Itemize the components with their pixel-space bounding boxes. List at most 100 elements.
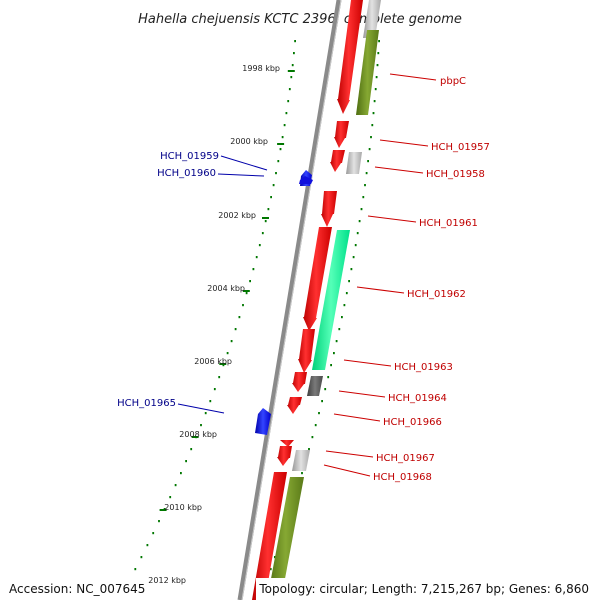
ruler-dot bbox=[152, 532, 155, 535]
leader-HCH_01958 bbox=[374, 166, 424, 174]
feature-dark-HCH_01964[interactable] bbox=[307, 376, 323, 396]
gene-HCH_01964[interactable] bbox=[292, 372, 307, 392]
ruler-dot-outer bbox=[345, 292, 348, 295]
ruler-dot-outer bbox=[352, 256, 355, 259]
gene-HCH_01966[interactable] bbox=[287, 397, 302, 414]
ruler-dot bbox=[258, 244, 261, 247]
scale-ruler bbox=[121, 40, 380, 595]
ruler-dot bbox=[261, 232, 264, 235]
label-HCH_01968[interactable]: HCH_01968 bbox=[373, 472, 432, 483]
gene-HCH_01960[interactable] bbox=[299, 176, 313, 184]
genome-backbone bbox=[237, 0, 342, 600]
ruler-dot-outer bbox=[358, 220, 361, 223]
tick-label-2004: 2004 kbp bbox=[207, 284, 245, 293]
map-title: Hahella chejuensis KCTC 2396, complete g… bbox=[138, 12, 462, 27]
ruler-dot bbox=[294, 40, 296, 43]
gene-pbpC[interactable] bbox=[337, 0, 363, 114]
gene-HCH_01968[interactable] bbox=[252, 472, 287, 600]
ruler-dot bbox=[238, 316, 241, 319]
ruler-dot bbox=[287, 100, 290, 103]
ruler-dot-outer bbox=[356, 232, 359, 235]
gene-HCH_01958[interactable] bbox=[330, 150, 345, 172]
tick-label-2012: 2012 kbp bbox=[148, 576, 186, 585]
ruler-dot-outer bbox=[367, 160, 369, 163]
gene-HCH_01965[interactable] bbox=[255, 408, 271, 435]
gene-HCH_01961[interactable] bbox=[321, 191, 337, 227]
feature-grey-HCH_01967[interactable] bbox=[292, 450, 310, 471]
feature-olive-top[interactable] bbox=[356, 30, 379, 115]
ruler-major-tick bbox=[219, 363, 227, 365]
feature-grey-HCH_01958[interactable] bbox=[346, 152, 362, 174]
ruler-dot bbox=[272, 184, 275, 187]
ruler-dot bbox=[267, 208, 270, 211]
ruler-dot-outer bbox=[373, 100, 376, 103]
leader-HCH_01960 bbox=[217, 173, 265, 177]
label-leaders bbox=[177, 73, 437, 477]
feature-grey-top[interactable] bbox=[363, 0, 381, 38]
topology-text: Topology: circular; Length: 7,215,267 bp… bbox=[256, 578, 592, 600]
label-HCH_01959[interactable]: HCH_01959 bbox=[160, 151, 219, 162]
label-HCH_01958[interactable]: HCH_01958 bbox=[426, 169, 485, 180]
gene-HCH_01967[interactable] bbox=[277, 446, 292, 466]
ruler-dot-outer bbox=[274, 556, 276, 559]
label-HCH_01967[interactable]: HCH_01967 bbox=[376, 453, 435, 464]
tick-label-1998: 1998 kbp bbox=[242, 64, 280, 73]
genome-backbone-highlight bbox=[241, 0, 342, 600]
label-HCH_01957[interactable]: HCH_01957 bbox=[431, 142, 490, 153]
leader-HCH_01963 bbox=[343, 359, 392, 367]
label-HCH_01961[interactable]: HCH_01961 bbox=[419, 218, 478, 229]
ruler-major-tick bbox=[262, 217, 269, 219]
leader-HCH_01968 bbox=[323, 464, 371, 477]
gene-HCH_01963[interactable] bbox=[298, 329, 315, 373]
accession-text: Accession: NC_007645 bbox=[6, 578, 149, 600]
ruler-dot-outer bbox=[374, 88, 377, 91]
label-HCH_01964[interactable]: HCH_01964 bbox=[388, 393, 447, 404]
ruler-dot bbox=[140, 556, 143, 559]
leader-HCH_01965 bbox=[177, 403, 225, 414]
ruler-dot bbox=[174, 484, 177, 487]
gene-HCH_01957[interactable] bbox=[334, 121, 349, 148]
label-HCH_01960[interactable]: HCH_01960 bbox=[157, 168, 216, 179]
ruler-dot bbox=[209, 400, 212, 403]
label-HCH_01962[interactable]: HCH_01962 bbox=[407, 289, 466, 300]
scale-tick-labels: 1998 kbp 2000 kbp 2002 kbp 2004 kbp 2006… bbox=[148, 64, 280, 585]
ruler-dot-outer bbox=[324, 388, 327, 391]
ruler-dot bbox=[190, 448, 193, 451]
ruler-dot bbox=[234, 328, 237, 331]
leader-HCH_01967 bbox=[325, 450, 374, 458]
ruler-dot-outer bbox=[376, 64, 379, 67]
label-pbpC[interactable]: pbpC bbox=[440, 76, 466, 87]
forward-genes bbox=[252, 0, 363, 600]
leader-HCH_01961 bbox=[367, 215, 417, 223]
label-HCH_01965[interactable]: HCH_01965 bbox=[117, 398, 176, 409]
ruler-dot bbox=[204, 412, 207, 415]
leader-HCH_01957 bbox=[379, 139, 429, 147]
ruler-dot bbox=[288, 88, 291, 91]
ruler-dot-outer bbox=[365, 172, 368, 175]
ruler-dot-outer bbox=[378, 40, 380, 43]
gene-HCH_01962[interactable] bbox=[303, 227, 332, 331]
tick-label-2002: 2002 kbp bbox=[218, 211, 256, 220]
ruler-dot bbox=[291, 64, 294, 67]
ruler-dot-outer bbox=[372, 112, 375, 115]
leader-HCH_01959 bbox=[220, 155, 268, 171]
ruler-dot bbox=[213, 388, 216, 391]
label-HCH_01963[interactable]: HCH_01963 bbox=[394, 362, 453, 373]
ruler-dot-outer bbox=[308, 448, 310, 451]
ruler-dot-outer bbox=[362, 196, 365, 199]
ruler-dot bbox=[281, 136, 284, 139]
leader-HCH_01964 bbox=[338, 390, 386, 398]
ruler-dot bbox=[222, 364, 225, 367]
ruler-dot bbox=[180, 472, 182, 475]
ruler-dot-outer bbox=[350, 268, 353, 271]
feature-olive-bottom[interactable] bbox=[267, 477, 304, 600]
ruler-major-tick bbox=[191, 436, 199, 438]
feature-aqua-HCH_01962[interactable] bbox=[312, 230, 350, 370]
ruler-dot bbox=[275, 172, 277, 175]
tick-label-2000: 2000 kbp bbox=[230, 137, 268, 146]
gene-small-2008[interactable] bbox=[280, 440, 294, 447]
ruler-dot-outer bbox=[377, 52, 380, 55]
label-HCH_01966[interactable]: HCH_01966 bbox=[383, 417, 442, 428]
